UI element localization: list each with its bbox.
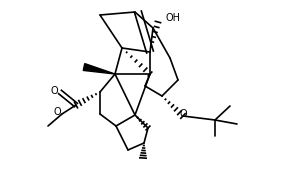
Text: O: O [50, 86, 58, 96]
Text: O: O [179, 109, 187, 119]
Text: OH: OH [165, 13, 180, 23]
Text: O: O [53, 107, 61, 117]
Polygon shape [83, 64, 115, 74]
